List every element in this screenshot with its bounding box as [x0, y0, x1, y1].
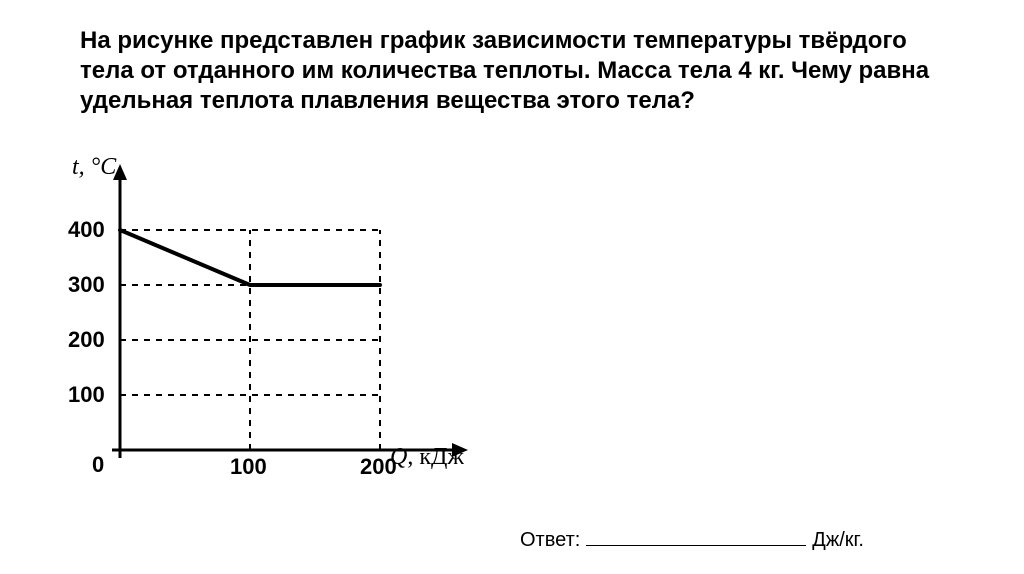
answer-blank[interactable] — [586, 525, 806, 546]
origin-label: 0 — [92, 452, 104, 478]
y-axis-label: t, °С — [72, 154, 116, 181]
answer-label: Ответ: — [520, 529, 580, 552]
answer-row: Ответ: Дж/кг. — [520, 525, 864, 552]
x-axis-label: Q, кДж — [390, 444, 464, 471]
x-tick-label: 100 — [230, 454, 267, 480]
y-tick-label: 400 — [68, 217, 105, 243]
x-tick-label: 200 — [360, 454, 397, 480]
y-tick-label: 100 — [68, 382, 105, 408]
y-tick-label: 300 — [68, 272, 105, 298]
y-tick-label: 200 — [68, 327, 105, 353]
question-text: На рисунке представлен график зависимост… — [80, 26, 940, 116]
answer-unit: Дж/кг. — [812, 529, 864, 552]
chart-container: t, °С Q, кДж 0100200300400100200 — [60, 160, 480, 505]
